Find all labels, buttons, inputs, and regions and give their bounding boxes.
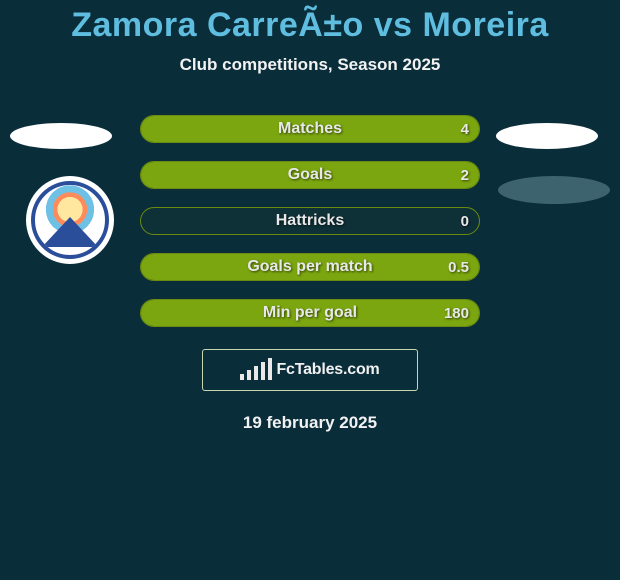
stat-label: Goals [288, 166, 332, 184]
decor-ellipse-right-top [496, 123, 598, 149]
stat-value-right: 0.5 [448, 259, 469, 276]
stats-container: Matches 4 Goals 2 Hattricks 0 Goals per match 0… [140, 115, 480, 327]
page-title: Zamora CarreÃ±o vs Moreira [71, 6, 549, 45]
decor-ellipse-left [10, 123, 112, 149]
brand-box[interactable]: FcTables.com [202, 349, 418, 391]
stat-row: Min per goal 180 [140, 299, 480, 327]
brand-bar [268, 358, 272, 380]
brand-bars-icon [240, 360, 272, 380]
stat-row: Goals per match 0.5 [140, 253, 480, 281]
decor-ellipse-right-bottom [498, 176, 610, 204]
stat-label: Matches [278, 120, 342, 138]
team-badge [26, 176, 114, 264]
stat-row: Goals 2 [140, 161, 480, 189]
brand-bar [240, 374, 244, 380]
stat-value-right: 180 [444, 305, 469, 322]
stat-label: Min per goal [263, 304, 357, 322]
stat-label: Hattricks [276, 212, 344, 230]
stat-label: Goals per match [247, 258, 372, 276]
date-text: 19 february 2025 [243, 413, 377, 433]
brand-bar [247, 370, 251, 380]
stat-row: Hattricks 0 [140, 207, 480, 235]
stat-row: Matches 4 [140, 115, 480, 143]
brand-bar [254, 366, 258, 380]
stat-value-right: 2 [461, 167, 469, 184]
team-badge-inner [31, 181, 109, 259]
subtitle: Club competitions, Season 2025 [180, 55, 441, 75]
brand-bar [261, 362, 265, 380]
stat-value-right: 4 [461, 121, 469, 138]
brand-text: FcTables.com [276, 361, 379, 379]
stat-value-right: 0 [461, 213, 469, 230]
